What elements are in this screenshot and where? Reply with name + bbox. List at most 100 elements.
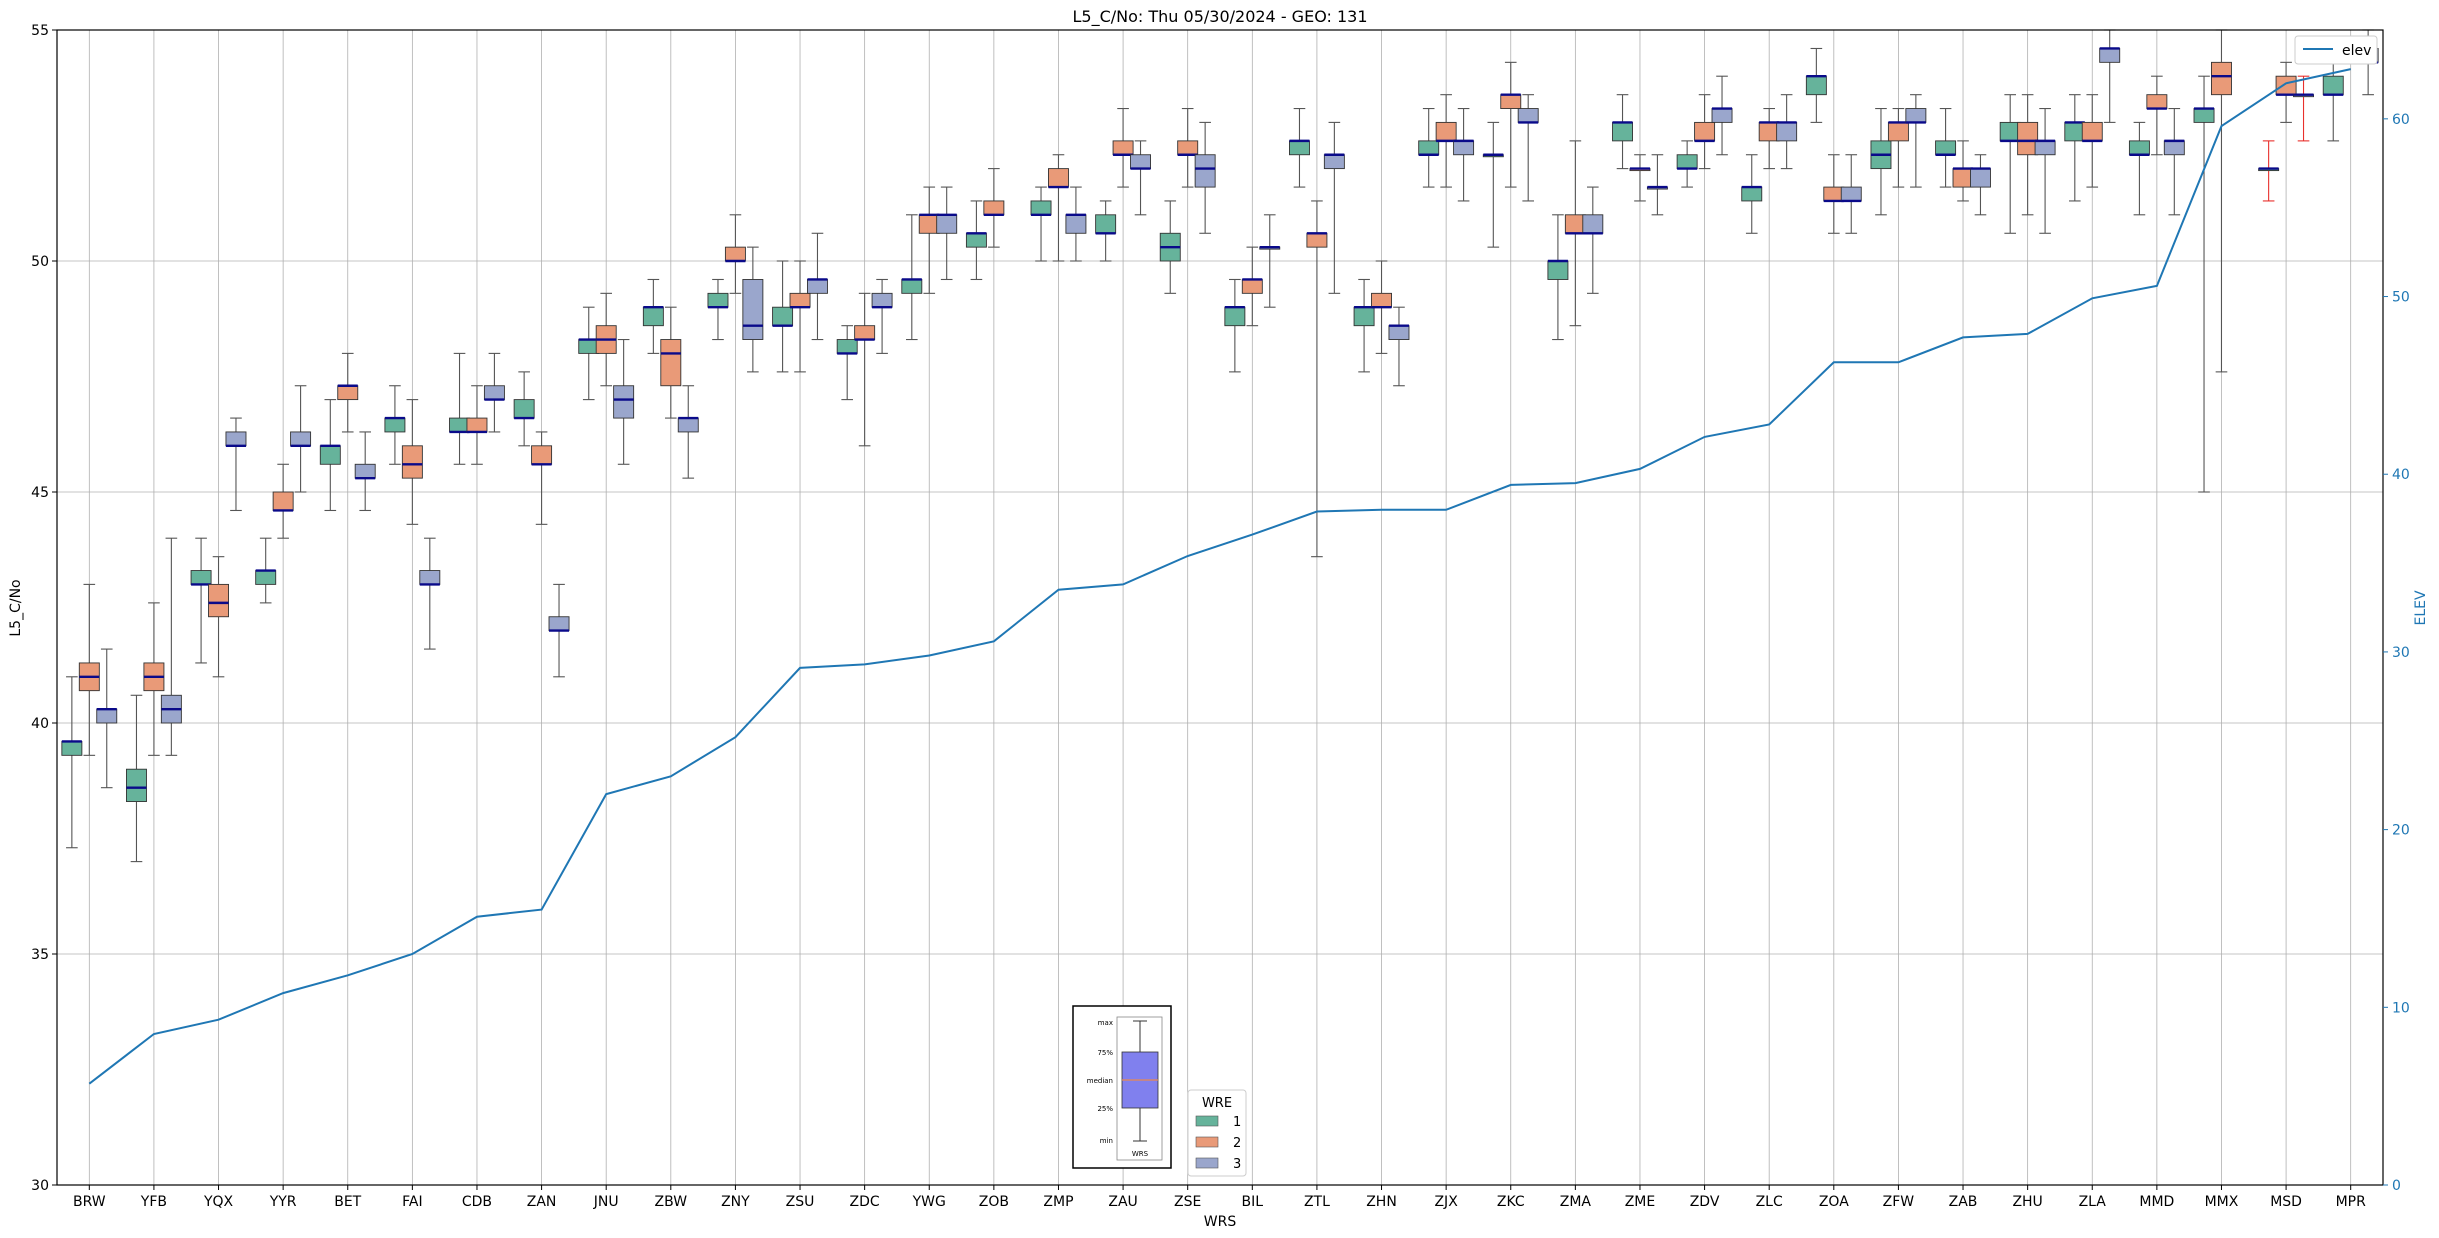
box-iqr <box>225 431 247 447</box>
box-iqr <box>677 417 699 433</box>
x-tick-label: ZJX <box>1434 1194 1458 1210</box>
box-iqr <box>1194 154 1216 188</box>
y-axis-label: L5_C/No <box>8 579 24 636</box>
box-yfb-wre1 <box>126 694 147 863</box>
box-zkc-wre1 <box>1482 121 1504 248</box>
box-iqr <box>1970 168 1991 188</box>
box-yfb-wre2 <box>143 602 165 756</box>
box-iqr <box>1353 306 1375 327</box>
y-tick-label: 30 <box>31 1178 49 1194</box>
box-iqr <box>1517 108 1539 123</box>
wre-legend-label-2: 2 <box>1233 1136 1241 1151</box>
elev-legend: elev <box>2294 35 2378 65</box>
x-tick-label: ZAN <box>527 1194 557 1210</box>
box-iqr <box>96 708 118 724</box>
wre-legend-frame <box>1187 1089 1247 1177</box>
box-iqr <box>1130 154 1151 170</box>
x-axis: BRW YFB YQX YYR BET FAI CDB ZAN JNU ZBW ZNY ZSU ZDC Y… <box>73 1185 2366 1210</box>
box-iqr <box>319 445 341 465</box>
wre-legend-swatch-2 <box>1195 1136 1219 1148</box>
x-tick-label: ZAU <box>1108 1194 1137 1210</box>
box-msd-wre2 <box>2275 61 2297 123</box>
box-iqr <box>531 445 553 465</box>
box-iqr <box>854 325 876 340</box>
plot-frame <box>56 29 2384 1186</box>
x-tick-label: ZTL <box>1304 1194 1330 1210</box>
box-iqr <box>1547 260 1569 280</box>
box-iqr <box>1323 154 1345 170</box>
box-zmp-wre2 <box>1048 154 1069 262</box>
box-iqr <box>1388 325 1410 340</box>
box-iqr <box>807 279 828 294</box>
x-tick-label: ZHN <box>1366 1194 1397 1210</box>
x-tick-label: ZME <box>1625 1194 1656 1210</box>
box-ywg-wre1 <box>901 214 923 341</box>
box-zsu-wre3 <box>807 232 828 341</box>
y-tick-label: 45 <box>31 485 49 501</box>
box-zbw-wre1 <box>642 278 664 354</box>
box-mmx-wre1 <box>2193 75 2215 493</box>
x-tick-label: YWG <box>912 1194 946 1210</box>
box-zdc-wre1 <box>836 325 858 401</box>
box-zla-wre2 <box>2081 94 2103 188</box>
x-tick-label: CDB <box>462 1194 492 1210</box>
y2-tick-label: 30 <box>2392 645 2410 661</box>
box-zoa-wre1 <box>1805 47 1827 123</box>
box-zny-wre3 <box>742 246 764 373</box>
box-iqr <box>772 306 794 327</box>
box-iqr <box>419 570 441 585</box>
y-tick-label: 55 <box>31 23 49 39</box>
box-zab-wre1 <box>1935 107 1957 188</box>
box-bet-wre3 <box>354 431 376 512</box>
box-iqr <box>2275 75 2297 96</box>
box-iqr <box>1112 140 1134 156</box>
x-tick-label: MPR <box>2336 1194 2367 1210</box>
box-iqr <box>548 616 570 632</box>
x-tick-label: ZMP <box>1043 1194 1073 1210</box>
box-cdb-wre1 <box>449 352 470 465</box>
y-tick-label: 50 <box>31 254 49 270</box>
wre-legend-swatch-3 <box>1195 1157 1219 1169</box>
box-brw-wre1 <box>61 676 83 849</box>
box-zdv-wre3 <box>1711 75 1733 156</box>
box-zsu-wre1 <box>772 260 794 373</box>
box-iqr <box>1065 214 1087 234</box>
box-iqr <box>1435 121 1457 142</box>
box-key-label-q3: 75% <box>1097 1049 1113 1057</box>
x-tick-label: YYR <box>269 1194 297 1210</box>
box-cdb-wre3 <box>483 352 505 433</box>
box-iqr <box>466 417 488 433</box>
box-iqr <box>208 583 229 618</box>
wre-legend: WRE 1 2 3 <box>1187 1089 1247 1177</box>
wre-legend-swatch-1 <box>1195 1115 1219 1127</box>
box-fai-wre3 <box>419 537 441 650</box>
box-zma-wre1 <box>1547 214 1569 341</box>
y2-tick-label: 20 <box>2392 823 2410 839</box>
box-iqr <box>983 200 1005 216</box>
box-iqr <box>1676 154 1698 170</box>
box-iqr <box>483 385 505 401</box>
y-tick-label: 35 <box>31 947 49 963</box>
box-iqr <box>724 246 746 262</box>
box-mmd-wre1 <box>2128 121 2150 216</box>
box-zab-wre3 <box>1970 154 1991 216</box>
box-zdc-wre2 <box>854 292 876 447</box>
box-zdv-wre1 <box>1676 140 1698 188</box>
x-tick-label: ZOB <box>979 1194 1009 1210</box>
box-iqr <box>1887 121 1909 142</box>
elev-legend-label: elev <box>2342 43 2371 59</box>
x-tick-label: JNU <box>593 1194 619 1210</box>
x-tick-label: ZMA <box>1560 1194 1592 1210</box>
box-iqr <box>61 741 83 756</box>
box-mmd-wre2 <box>2146 75 2168 156</box>
box-iqr <box>707 292 729 308</box>
x-tick-label: BET <box>334 1194 361 1210</box>
x-tick-label: ZLC <box>1756 1194 1783 1210</box>
box-msd-wre1 <box>2258 140 2280 202</box>
box-ztl-wre2 <box>1306 200 1328 558</box>
box-iqr <box>2034 140 2056 156</box>
box-zlc-wre2 <box>1758 107 1780 170</box>
box-iqr <box>1453 140 1475 156</box>
box-key-label-min: min <box>1100 1137 1113 1145</box>
